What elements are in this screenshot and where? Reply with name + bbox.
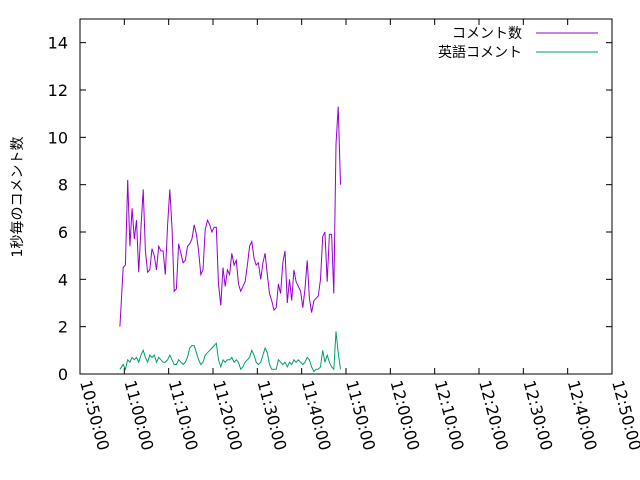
series-layer [119,106,341,373]
y-axis-label: 1秒毎のコメント数 [10,137,26,258]
y-tick-label: 14 [48,34,68,53]
legend-label-1: 英語コメント [438,44,522,61]
y-tick-label: 4 [58,270,68,289]
x-tick-label: 12:10:00 [431,378,468,452]
plot-frame [79,18,613,375]
x-tick-label: 12:50:00 [608,378,640,452]
x-tick-label: 11:20:00 [209,378,246,452]
x-tick-label: 11:50:00 [342,378,379,452]
series-line-0 [119,106,341,327]
series-line-1 [119,331,341,373]
x-tick-label: 12:30:00 [519,378,556,452]
x-tick-label: 12:00:00 [386,378,423,452]
y-tick-label: 2 [58,318,68,337]
x-axis-ticks: 10:50:00 11:00:00 11:10:00 11:20:00 11:30:00… [76,19,640,452]
y-tick-label: 6 [58,223,68,242]
legend-label-0: コメント数 [452,26,522,42]
y-axis-ticks: 0 2 4 6 8 10 12 14 [48,34,612,384]
y-tick-label: 8 [58,176,68,195]
x-tick-label: 11:10:00 [165,378,202,452]
y-tick-label: 0 [58,365,68,384]
x-tick-label: 12:20:00 [475,378,512,452]
y-tick-label: 12 [48,81,68,100]
x-tick-label: 11:40:00 [298,378,335,452]
x-tick-label: 11:30:00 [253,378,290,452]
x-tick-label: 12:40:00 [564,378,601,452]
x-tick-label: 11:00:00 [120,378,157,452]
x-tick-label: 10:50:00 [76,378,113,452]
y-tick-label: 10 [48,128,68,147]
